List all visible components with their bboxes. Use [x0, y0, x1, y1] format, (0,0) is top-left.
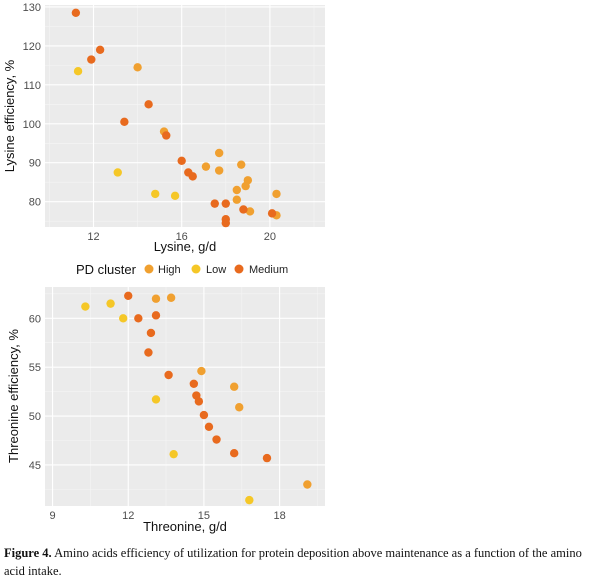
lysine-point-high — [232, 195, 242, 204]
lysine-y-tick-label: 100 — [23, 119, 41, 131]
lysine-y-tick-label: 110 — [23, 80, 41, 92]
threonine-y-tick-label: 45 — [29, 460, 41, 472]
threonine-x-tick-labels: 9 12 15 18 — [50, 510, 286, 522]
lysine-point-high — [272, 189, 281, 199]
threonine-gridlines — [45, 287, 325, 506]
lysine-point-medium — [239, 205, 248, 214]
threonine-x-axis-label: Threonine, g/d — [143, 519, 227, 534]
threonine-point-low — [106, 299, 115, 308]
threonine-point-medium — [134, 314, 143, 323]
threonine-point-high — [235, 403, 244, 412]
lysine-gridlines — [45, 5, 325, 227]
lysine-point-high — [214, 166, 224, 175]
threonine-point-low — [81, 302, 90, 311]
legend: PD cluster High Low Medium — [76, 262, 288, 277]
lysine-data-points — [71, 8, 281, 228]
lysine-y-axis-label: Lysine efficiency, % — [2, 59, 17, 172]
lysine-point-medium — [221, 199, 230, 208]
lysine-point-medium — [71, 8, 81, 17]
lysine-x-tick-labels: 12 16 20 — [87, 231, 276, 243]
threonine-data-points — [81, 291, 312, 505]
lysine-panel: 80 90 100 110 120 130 12 16 20 Lysine, g/d Lysi… — [2, 2, 325, 254]
lysine-y-tick-label: 120 — [23, 41, 41, 53]
threonine-point-medium — [146, 328, 156, 338]
threonine-point-medium — [194, 397, 204, 406]
lysine-point-medium — [144, 100, 153, 109]
figure-caption: Figure 4. Amino acids efficiency of util… — [4, 544, 598, 580]
threonine-point-medium — [144, 348, 153, 357]
lysine-y-tick-label: 130 — [23, 2, 41, 14]
lysine-x-tick-label: 16 — [176, 231, 188, 243]
threonine-point-high — [151, 294, 161, 303]
lysine-point-high — [133, 63, 142, 72]
threonine-point-medium — [164, 370, 173, 380]
threonine-point-high — [197, 366, 206, 376]
threonine-plot-background — [45, 287, 325, 506]
lysine-point-medium — [177, 156, 186, 165]
threonine-x-tick-label: 15 — [198, 510, 210, 522]
legend-label-low: Low — [206, 264, 226, 276]
lysine-point-low — [113, 168, 122, 177]
legend-marker-high — [144, 264, 154, 274]
threonine-point-medium — [212, 435, 221, 444]
threonine-y-tick-label: 60 — [29, 313, 41, 325]
threonine-point-high — [166, 293, 176, 302]
legend-label-high: High — [158, 264, 181, 276]
lysine-point-medium — [87, 55, 96, 64]
lysine-point-high — [237, 160, 246, 169]
lysine-point-high — [243, 176, 253, 185]
lysine-point-high — [245, 207, 255, 216]
lysine-point-medium — [162, 131, 171, 140]
threonine-point-medium — [189, 379, 199, 388]
threonine-y-tick-labels: 45 50 55 60 — [29, 313, 41, 472]
legend-title: PD cluster — [76, 262, 137, 277]
threonine-x-tick-label: 12 — [122, 510, 134, 522]
threonine-y-axis-label: Threonine efficiency, % — [6, 329, 21, 463]
legend-marker-low — [191, 264, 201, 274]
threonine-point-low — [151, 395, 161, 404]
lysine-x-tick-label: 20 — [264, 231, 276, 243]
threonine-point-low — [169, 449, 178, 459]
figure-canvas: 80 90 100 110 120 130 12 16 20 Lysine, g/d Lysi… — [2, 2, 325, 534]
threonine-point-medium — [229, 449, 239, 458]
threonine-point-low — [245, 495, 254, 505]
lysine-point-medium — [120, 117, 129, 127]
caption-label: Figure 4. — [4, 546, 52, 560]
threonine-point-medium — [151, 311, 161, 320]
threonine-panel: 45 50 55 60 9 12 15 18 Threonine, g/d Threonin… — [6, 287, 325, 534]
lysine-y-tick-label: 90 — [29, 158, 41, 170]
legend-label-medium: Medium — [249, 264, 288, 276]
caption-text: Amino acids efficiency of utilization fo… — [4, 546, 582, 578]
lysine-point-medium — [210, 199, 219, 208]
lysine-x-axis-label: Lysine, g/d — [154, 239, 216, 254]
legend-marker-medium — [234, 264, 244, 274]
lysine-x-tick-label: 12 — [87, 231, 99, 243]
threonine-point-medium — [199, 410, 209, 420]
lysine-point-high — [201, 162, 211, 171]
lysine-y-tick-labels: 80 90 100 110 120 130 — [23, 2, 41, 209]
threonine-point-medium — [262, 453, 272, 463]
lysine-point-low — [151, 189, 160, 199]
lysine-point-low — [73, 67, 83, 76]
lysine-point-medium — [267, 209, 277, 218]
lysine-point-medium — [188, 172, 197, 181]
lysine-point-medium — [221, 218, 230, 228]
lysine-point-low — [170, 191, 180, 201]
threonine-point-medium — [124, 291, 133, 300]
lysine-point-high — [214, 148, 224, 158]
threonine-y-tick-label: 55 — [29, 362, 41, 374]
threonine-point-medium — [204, 422, 214, 432]
lysine-point-high — [232, 185, 242, 195]
threonine-point-low — [118, 314, 128, 323]
threonine-y-tick-label: 50 — [29, 411, 41, 423]
threonine-x-tick-label: 9 — [50, 510, 56, 522]
threonine-x-tick-label: 18 — [273, 510, 285, 522]
lysine-y-tick-label: 80 — [29, 197, 41, 209]
lysine-plot-background — [45, 5, 325, 227]
lysine-point-medium — [95, 45, 105, 54]
threonine-point-high — [229, 382, 239, 391]
threonine-point-high — [303, 480, 312, 489]
